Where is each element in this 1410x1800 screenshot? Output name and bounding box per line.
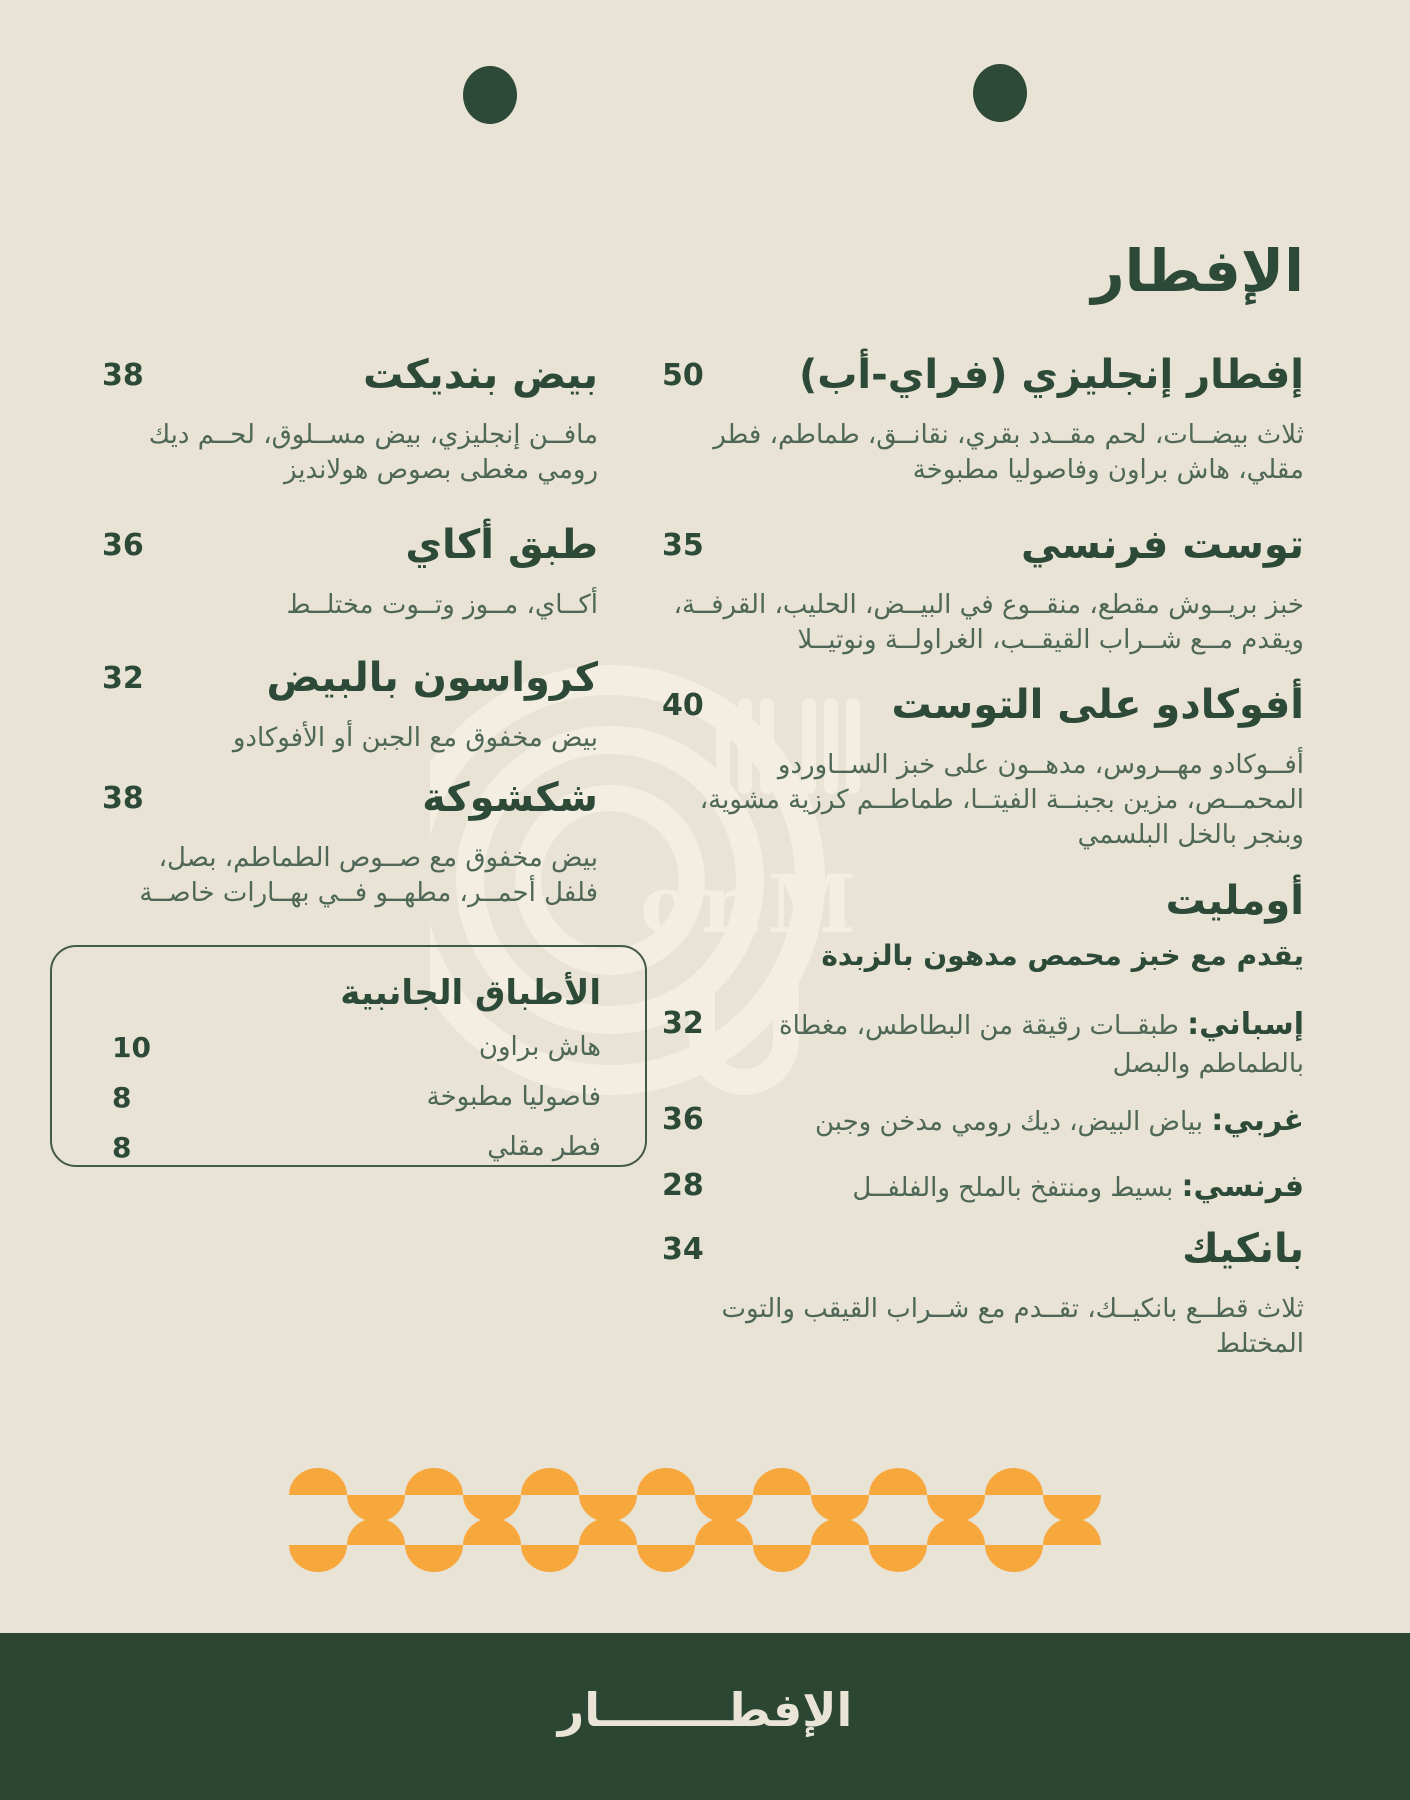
decor-dot-left [463,66,517,124]
item-price: 35 [662,528,704,563]
item-description: أفــوكادو مهــروس، مدهــون على خبز الســ… [699,750,1304,851]
item-description: ثلاث قطــع بانكيــك، تقــدم مع شــراب ال… [721,1294,1304,1360]
footer-bar: الإفطــــــــار [0,1633,1410,1800]
menu-item-omelette: أومليت يقدم مع خبز محمص مدهون بالزبدة [662,878,1304,974]
item-title: بيض بنديكت [363,352,598,398]
page-title: الإفطار [1091,237,1304,305]
item-description: خبز بريــوش مقطع، منقــوع في البيــض، ال… [673,590,1304,656]
menu-item-english-breakfast: إفطار إنجليزي (فراي-أب) 50 ثلاث بيضــات،… [662,352,1304,488]
item-title: توست فرنسي [1021,522,1304,568]
menu-item-eggs-benedict: بيض بنديكت 38 مافــن إنجليزي، بيض مســلو… [102,352,598,488]
menu-item-avocado-toast: أفوكادو على التوست 40 أفــوكادو مهــروس،… [662,682,1304,853]
menu-item-egg-croissant: كرواسون بالبيض 32 بيض مخفوق مع الجبن أو … [102,655,598,756]
item-price: 34 [662,1232,704,1267]
item-price: 38 [102,781,144,816]
item-price: 28 [662,1168,704,1203]
item-title: أفوكادو على التوست [891,682,1304,728]
menu-item-acai-bowl: طبق أكاي 36 أكــاي، مــوز وتــوت مختلــط [102,522,598,623]
item-description: مافــن إنجليزي، بيض مســلوق، لحــم ديك ر… [148,420,598,486]
side-dish-price: 10 [112,1030,151,1064]
variant-desc: بياض البيض، ديك رومي مدخن وجبن [814,1107,1203,1137]
item-price: 32 [102,661,144,696]
item-title: بانكيك [1182,1226,1304,1272]
item-title: طبق أكاي [405,522,598,568]
omelette-variant-spanish: إسباني: طبقــات رقيقة من البطاطس، مغطاة … [662,1004,1304,1082]
side-dish-row: هاش براون 10 [112,1031,601,1064]
variant-name: فرنسي: [1181,1169,1304,1204]
item-description: ثلاث بيضــات، لحم مقــدد بقري، نقانــق، … [713,420,1304,486]
variant-text: غربي: بياض البيض، ديك رومي مدخن وجبن [756,1100,1304,1142]
item-title: شكشوكة [422,775,598,821]
omelette-variant-western: غربي: بياض البيض، ديك رومي مدخن وجبن 36 [662,1100,1304,1142]
side-dishes-box: الأطباق الجانبية هاش براون 10 فاصوليا مط… [50,945,647,1167]
item-title: أومليت [1165,878,1304,924]
variant-text: فرنسي: بسيط ومنتفخ بالملح والفلفــل [756,1166,1304,1208]
side-dish-label: فطر مقلي [487,1132,601,1163]
decor-dot-right [973,64,1027,122]
item-price: 36 [662,1102,704,1137]
item-subtitle: يقدم مع خبز محمص مدهون بالزبدة [821,939,1304,972]
item-price: 32 [662,1006,704,1041]
side-dish-label: فاصوليا مطبوخة [426,1082,601,1113]
side-dish-price: 8 [112,1080,132,1114]
item-title: كرواسون بالبيض [266,655,598,701]
footer-title: الإفطــــــــار [557,1682,853,1737]
menu-item-pancake: بانكيك 34 ثلاث قطــع بانكيــك، تقــدم مع… [662,1226,1304,1362]
side-dish-row: فاصوليا مطبوخة 8 [112,1081,601,1114]
variant-name: غربي: [1211,1103,1304,1138]
variant-desc: طبقــات رقيقة من البطاطس، مغطاة بالطماطم… [778,1011,1304,1079]
item-description: أكــاي، مــوز وتــوت مختلــط [286,590,598,620]
variant-name: إسباني: [1187,1007,1304,1042]
side-dish-row: فطر مقلي 8 [112,1131,601,1164]
side-dish-price: 8 [112,1130,132,1164]
menu-item-french-toast: توست فرنسي 35 خبز بريــوش مقطع، منقــوع … [662,522,1304,658]
item-description: بيض مخفوق مع صــوص الطماطم، بصل، فلفل أح… [139,843,598,909]
item-price: 36 [102,528,144,563]
variant-text: إسباني: طبقــات رقيقة من البطاطس، مغطاة … [756,1004,1304,1082]
item-title: إفطار إنجليزي (فراي-أب) [798,352,1304,398]
wave-decoration [289,1468,1101,1572]
item-price: 50 [662,358,704,393]
item-price: 38 [102,358,144,393]
omelette-variant-french: فرنسي: بسيط ومنتفخ بالملح والفلفــل 28 [662,1166,1304,1208]
item-description: بيض مخفوق مع الجبن أو الأفوكادو [232,723,598,753]
variant-desc: بسيط ومنتفخ بالملح والفلفــل [852,1173,1174,1203]
item-price: 40 [662,688,704,723]
menu-item-shakshuka: شكشوكة 38 بيض مخفوق مع صــوص الطماطم، بص… [102,775,598,911]
side-dish-label: هاش براون [478,1032,601,1063]
side-dishes-title: الأطباق الجانبية [340,973,601,1013]
